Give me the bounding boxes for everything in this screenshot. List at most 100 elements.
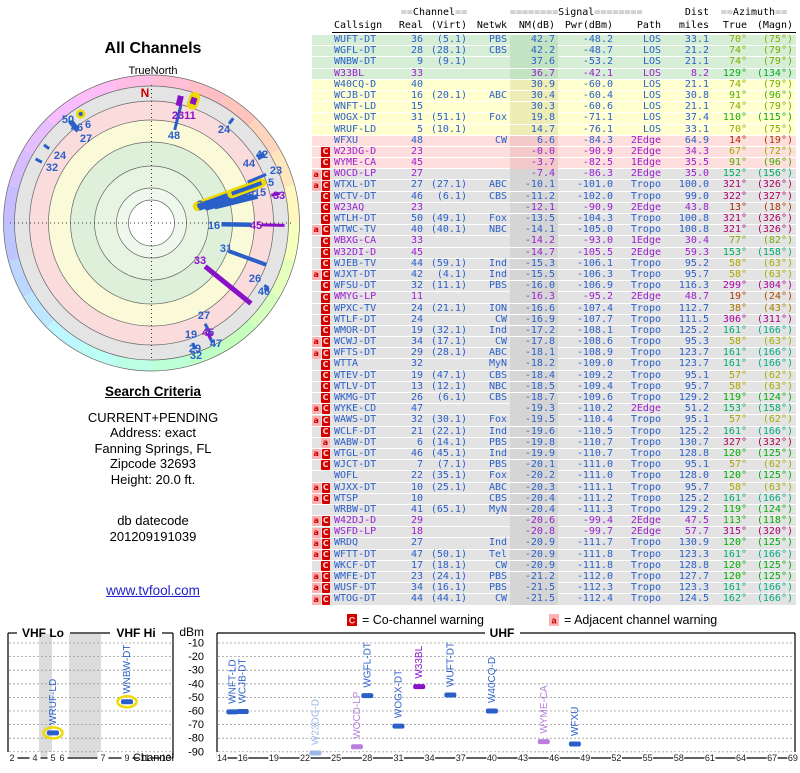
cell-pwr-dbm: -111.8 <box>558 550 616 561</box>
cell-virtual-channel: (20.1) <box>426 91 470 102</box>
cell-nm-db: -3.7 <box>510 158 558 169</box>
cell-virtual-channel: (28.1) <box>426 46 470 57</box>
cell-azimuth-magn: (124°) <box>750 505 796 516</box>
co-channel-badge: C <box>322 349 331 359</box>
cell-real-channel: 27 <box>398 538 426 549</box>
warning-cell: C <box>312 382 332 393</box>
north-indicator: N <box>141 86 150 100</box>
cell-pwr-dbm: -95.2 <box>558 292 616 303</box>
cell-nm-db: -20.6 <box>510 516 558 527</box>
cell-callsign: WMYG-LP <box>332 292 398 303</box>
signal-bar-WOCD-LP <box>351 744 363 749</box>
cell-path: Tropo <box>616 359 664 370</box>
cell-azimuth-magn: (96°) <box>750 91 796 102</box>
cell-network: NBC <box>470 225 510 236</box>
cell-dist-miles: 123.3 <box>664 550 712 561</box>
cell-real-channel: 44 <box>398 594 426 605</box>
cell-path: Tropo <box>616 583 664 594</box>
cell-nm-db: -13.5 <box>510 214 558 225</box>
cell-pwr-dbm: -76.1 <box>558 125 616 136</box>
cell-callsign: WNBW-DT <box>332 57 398 68</box>
cell-real-channel: 33 <box>398 236 426 247</box>
cell-virtual-channel: (65.1) <box>426 505 470 516</box>
cell-virtual-channel: (21.1) <box>426 304 470 315</box>
cell-pwr-dbm: -105.5 <box>558 248 616 259</box>
cell-callsign: WOCD-LP <box>332 169 398 180</box>
cell-azimuth-true: 153° <box>712 404 750 415</box>
cell-callsign: WKCF-DT <box>332 561 398 572</box>
adjacent-channel-badge: a <box>312 550 321 560</box>
warning-cell: C <box>312 371 332 382</box>
cell-network: Ind <box>470 538 510 549</box>
cell-dist-miles: 33.1 <box>664 125 712 136</box>
cell-real-channel: 24 <box>398 315 426 326</box>
station-marker-WTTA <box>193 344 195 349</box>
cell-azimuth-magn: (320°) <box>750 527 796 538</box>
cell-network: ABC <box>470 348 510 359</box>
cell-path: Tropo <box>616 561 664 572</box>
adjacent-channel-badge: a <box>312 572 321 582</box>
cell-callsign: WTGL-DT <box>332 449 398 460</box>
cell-pwr-dbm: -112.0 <box>558 572 616 583</box>
cell-dist-miles: 37.4 <box>664 113 712 124</box>
cell-path: 2Edge <box>616 516 664 527</box>
channel-tick: 2 <box>9 753 14 763</box>
cell-callsign: W42DJ-D <box>332 516 398 527</box>
cell-nm-db: -16.3 <box>510 292 558 303</box>
adjacent-channel-badge: a <box>312 170 321 180</box>
footer: www.tvfool.com <box>0 583 306 598</box>
cell-nm-db: -16.6 <box>510 304 558 315</box>
cell-network <box>470 236 510 247</box>
cell-pwr-dbm: -60.4 <box>558 91 616 102</box>
cell-path: Tropo <box>616 505 664 516</box>
cell-azimuth-true: 67° <box>712 147 750 158</box>
cell-azimuth-true: 58° <box>712 259 750 270</box>
signal-bar-label-WUFT-DT: WUFT-DT <box>445 642 456 687</box>
cell-pwr-dbm: -111.1 <box>558 483 616 494</box>
cell-callsign: WMOR-DT <box>332 326 398 337</box>
cell-pwr-dbm: -71.1 <box>558 113 616 124</box>
cell-network <box>470 69 510 80</box>
channel-tick: 58 <box>674 753 684 763</box>
cell-path: Tropo <box>616 449 664 460</box>
cell-callsign: WTOG-DT <box>332 594 398 605</box>
cell-real-channel: 48 <box>398 136 426 147</box>
cell-path: LOS <box>616 91 664 102</box>
cell-azimuth-true: 113° <box>712 516 750 527</box>
cell-nm-db: -20.4 <box>510 494 558 505</box>
cell-nm-db: 14.7 <box>510 125 558 136</box>
warning-cell: C <box>312 203 332 214</box>
co-channel-badge: C <box>321 382 330 392</box>
cell-pwr-dbm: -112.4 <box>558 594 616 605</box>
cell-nm-db: -20.9 <box>510 538 558 549</box>
cell-dist-miles: 123.3 <box>664 583 712 594</box>
cell-dist-miles: 21.1 <box>664 102 712 113</box>
signal-bar-W40CQ-D <box>486 709 498 714</box>
cell-real-channel: 46 <box>398 449 426 460</box>
signal-bar-label-WFXU: WFXU <box>570 707 581 736</box>
cell-nm-db: -17.2 <box>510 326 558 337</box>
cell-callsign: W33BL <box>332 69 398 80</box>
cell-callsign: WCLF-DT <box>332 427 398 438</box>
cell-callsign: WTLH-DT <box>332 214 398 225</box>
cell-dist-miles: 129.2 <box>664 505 712 516</box>
cell-callsign: WSFD-LP <box>332 527 398 538</box>
tvfool-link[interactable]: www.tvfool.com <box>106 583 200 598</box>
cell-nm-db: -20.4 <box>510 505 558 516</box>
cell-azimuth-magn: (62°) <box>750 371 796 382</box>
warning-cell: C <box>312 304 332 315</box>
cell-dist-miles: 30.8 <box>664 91 712 102</box>
cell-real-channel: 46 <box>398 192 426 203</box>
adjacent-channel-badge: a <box>312 595 321 605</box>
co-channel-badge: C <box>321 315 330 325</box>
search-zipcode: Zipcode 32693 <box>0 456 306 472</box>
co-channel-badge: C <box>322 528 331 538</box>
cell-network <box>470 292 510 303</box>
cell-azimuth-true: 315° <box>712 527 750 538</box>
